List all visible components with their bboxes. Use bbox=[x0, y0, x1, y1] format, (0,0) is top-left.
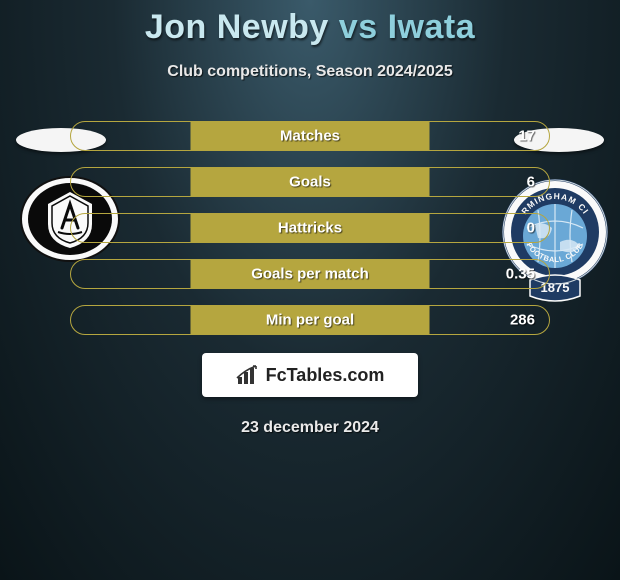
stat-row: Hattricks 0 bbox=[70, 213, 550, 243]
stat-value-right: 0 bbox=[527, 220, 535, 237]
stat-label: Goals bbox=[289, 174, 331, 191]
title-player: Jon Newby bbox=[145, 8, 329, 46]
stat-label: Hattricks bbox=[278, 220, 342, 237]
club-crest-right: RMINGHAM CI FOOTBALL CLUB 1875 bbox=[502, 178, 608, 310]
stat-row: Min per goal 286 bbox=[70, 305, 550, 335]
fctables-branding[interactable]: FcTables.com bbox=[202, 353, 418, 397]
title-opponent: Iwata bbox=[388, 8, 476, 46]
subtitle: Club competitions, Season 2024/2025 bbox=[0, 63, 620, 81]
stat-value-right: 0.35 bbox=[506, 266, 535, 283]
title-vs: vs bbox=[339, 8, 378, 46]
stat-row: Goals 6 bbox=[70, 167, 550, 197]
fctables-label: FcTables.com bbox=[266, 365, 385, 386]
stat-label: Min per goal bbox=[266, 312, 354, 329]
stats-list: Matches 17 Goals 6 Hattricks 0 Goals per match… bbox=[70, 121, 550, 335]
birmingham-crest-icon: RMINGHAM CI FOOTBALL CLUB 1875 bbox=[502, 178, 608, 310]
stat-value-right: 17 bbox=[518, 128, 535, 145]
page-title: Jon Newby vs Iwata bbox=[0, 8, 620, 47]
footer-date: 23 december 2024 bbox=[0, 419, 620, 437]
stat-label: Goals per match bbox=[251, 266, 369, 283]
stat-label: Matches bbox=[280, 128, 340, 145]
comparison-card: Jon Newby vs Iwata Club competitions, Se… bbox=[0, 0, 620, 580]
bar-chart-icon bbox=[236, 364, 262, 386]
stat-value-right: 286 bbox=[510, 312, 535, 329]
stat-row: Matches 17 bbox=[70, 121, 550, 151]
stat-row: Goals per match 0.35 bbox=[70, 259, 550, 289]
stat-value-right: 6 bbox=[527, 174, 535, 191]
